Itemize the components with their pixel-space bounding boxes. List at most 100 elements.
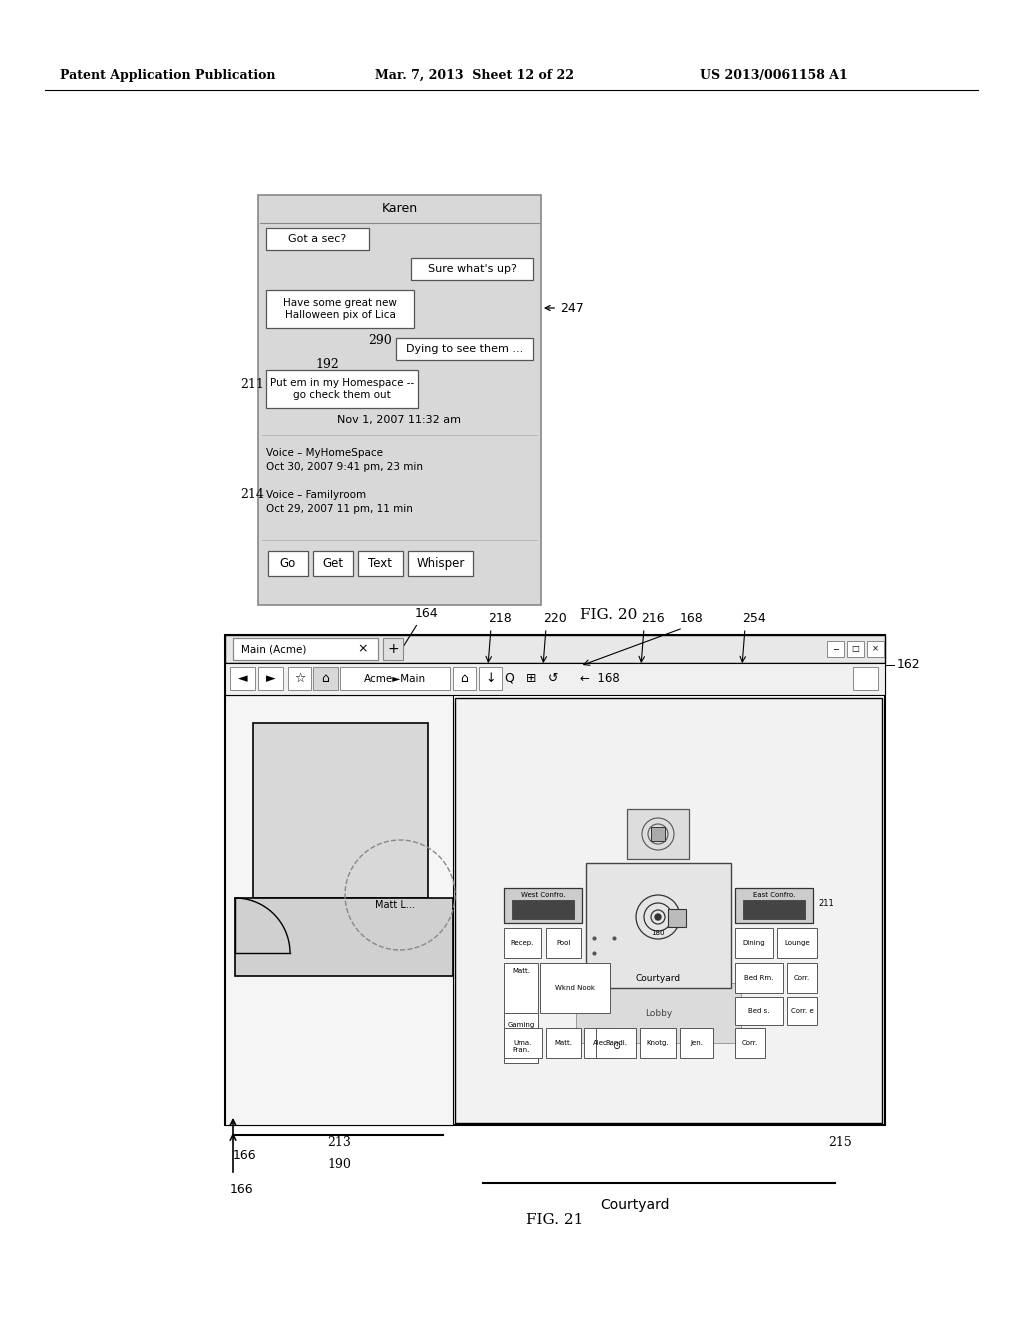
Bar — [627, 809, 689, 859]
Bar — [504, 964, 538, 1012]
Text: Lounge: Lounge — [784, 940, 810, 946]
Text: 215: 215 — [828, 1137, 852, 1150]
Text: Go: Go — [280, 557, 296, 570]
Text: ⌂: ⌂ — [461, 672, 468, 685]
Bar — [735, 997, 783, 1026]
Bar — [358, 550, 403, 576]
Bar — [313, 550, 353, 576]
Bar — [540, 964, 610, 1012]
Text: 220: 220 — [543, 612, 566, 624]
Text: ☆: ☆ — [294, 672, 305, 685]
Bar — [504, 888, 582, 923]
Bar — [512, 900, 574, 919]
Text: ►: ► — [265, 672, 275, 685]
Text: ─: ─ — [833, 644, 838, 653]
Text: Put em in my Homespace --
go check them out: Put em in my Homespace -- go check them … — [270, 379, 414, 400]
Text: Matt L...: Matt L... — [375, 900, 415, 909]
Text: Have some great new
Halloween pix of Lica: Have some great new Halloween pix of Lic… — [283, 298, 397, 319]
Text: Bed s.: Bed s. — [749, 1008, 770, 1014]
Bar — [258, 195, 541, 605]
Bar — [234, 898, 453, 975]
Text: Oct 29, 2007 11 pm, 11 min: Oct 29, 2007 11 pm, 11 min — [266, 504, 413, 513]
Text: Q: Q — [504, 672, 514, 685]
Bar — [584, 1028, 618, 1059]
Bar — [408, 550, 473, 576]
Bar — [266, 228, 369, 249]
Bar — [253, 723, 428, 898]
Text: Randi.: Randi. — [605, 1040, 627, 1045]
Text: Matt.: Matt. — [512, 968, 530, 974]
Bar — [225, 635, 885, 1125]
Bar — [230, 667, 255, 690]
Bar — [680, 1028, 713, 1059]
Bar — [225, 696, 453, 1125]
Text: Acme►Main: Acme►Main — [364, 673, 426, 684]
Text: 211: 211 — [818, 899, 834, 908]
Bar — [787, 997, 817, 1026]
Text: □: □ — [852, 644, 859, 653]
Text: Recep.: Recep. — [511, 940, 535, 946]
Bar — [586, 863, 731, 987]
Text: 192: 192 — [315, 359, 339, 371]
Bar — [396, 338, 534, 360]
Bar — [266, 290, 414, 327]
Bar — [546, 928, 581, 958]
Text: East Confro.: East Confro. — [753, 892, 796, 898]
Text: ◄: ◄ — [238, 672, 248, 685]
Bar — [453, 667, 476, 690]
Bar — [777, 928, 817, 958]
Text: Jen.: Jen. — [690, 1040, 703, 1045]
Bar — [504, 1012, 538, 1038]
Text: Text: Text — [369, 557, 392, 570]
Bar — [225, 635, 885, 663]
Text: Wknd Nook: Wknd Nook — [555, 985, 595, 991]
Text: ×: × — [357, 643, 369, 656]
Text: 254: 254 — [742, 612, 766, 624]
Bar — [313, 667, 338, 690]
Text: 166: 166 — [233, 1148, 257, 1162]
Text: Nov 1, 2007 11:32 am: Nov 1, 2007 11:32 am — [337, 414, 461, 425]
Text: ↓: ↓ — [485, 672, 496, 685]
Text: Got a sec?: Got a sec? — [289, 234, 347, 244]
Bar — [504, 1038, 538, 1063]
Bar — [258, 667, 283, 690]
Text: 214: 214 — [240, 488, 264, 502]
Bar — [575, 983, 741, 1043]
Bar — [266, 370, 418, 408]
Text: 216: 216 — [641, 612, 665, 624]
Text: 166: 166 — [230, 1183, 254, 1196]
Text: 218: 218 — [488, 612, 512, 624]
Bar — [735, 1028, 765, 1059]
Text: Bed Rm.: Bed Rm. — [744, 975, 774, 981]
Bar — [455, 698, 882, 1123]
Text: Mar. 7, 2013  Sheet 12 of 22: Mar. 7, 2013 Sheet 12 of 22 — [375, 69, 574, 82]
Text: ⊙: ⊙ — [612, 1041, 621, 1051]
Bar — [735, 928, 773, 958]
Bar — [867, 642, 884, 657]
Text: 190: 190 — [327, 1159, 351, 1172]
Text: 247: 247 — [545, 301, 584, 314]
Bar — [735, 964, 783, 993]
Text: Fran.: Fran. — [512, 1048, 529, 1053]
Bar — [847, 642, 864, 657]
Bar — [504, 1028, 542, 1059]
Bar — [735, 888, 813, 923]
Bar — [827, 642, 844, 657]
Bar — [268, 550, 308, 576]
Text: 164: 164 — [415, 607, 438, 620]
Text: 180: 180 — [651, 931, 665, 936]
Bar — [411, 257, 534, 280]
Text: Corr.: Corr. — [741, 1040, 758, 1045]
Text: ↺: ↺ — [548, 672, 558, 685]
Bar — [504, 928, 541, 958]
Text: ←  168: ← 168 — [580, 672, 620, 685]
Bar — [233, 638, 378, 660]
Bar — [225, 663, 885, 696]
Text: Dining: Dining — [742, 940, 765, 946]
Circle shape — [655, 913, 662, 920]
Text: Oct 30, 2007 9:41 pm, 23 min: Oct 30, 2007 9:41 pm, 23 min — [266, 462, 423, 473]
Text: Uma.: Uma. — [514, 1040, 532, 1045]
Text: Pool: Pool — [556, 940, 570, 946]
Text: Karen: Karen — [381, 202, 418, 215]
Text: 162: 162 — [897, 659, 921, 672]
